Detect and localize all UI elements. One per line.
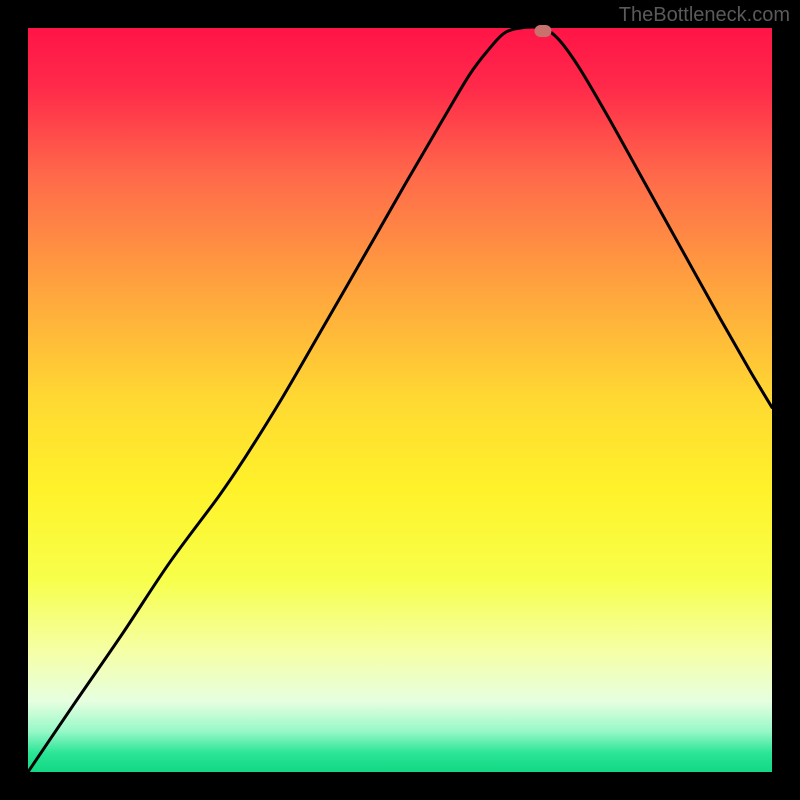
gradient-background <box>28 28 772 772</box>
watermark-text: TheBottleneck.com <box>619 4 790 27</box>
bottleneck-chart <box>28 28 772 772</box>
